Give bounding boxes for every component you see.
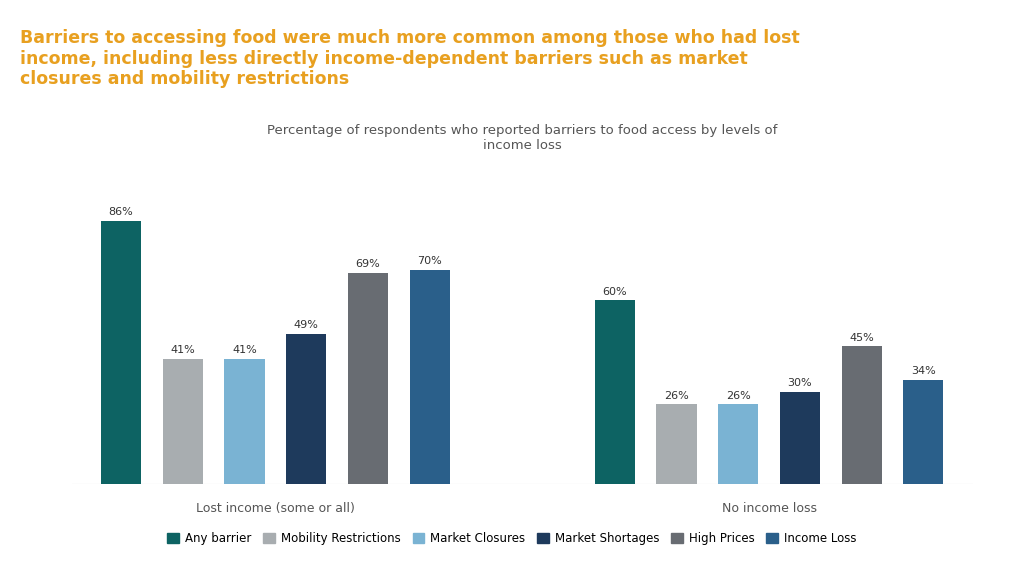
Bar xyxy=(348,273,388,484)
Bar xyxy=(718,404,759,484)
Bar xyxy=(101,221,141,484)
Bar xyxy=(595,301,635,484)
Text: 30%: 30% xyxy=(787,378,812,388)
Bar xyxy=(780,392,820,484)
Text: 60%: 60% xyxy=(602,287,627,297)
Text: 49%: 49% xyxy=(294,320,318,331)
Text: 70%: 70% xyxy=(418,256,442,266)
Text: 41%: 41% xyxy=(232,345,257,355)
Text: Barriers to accessing food were much more common among those who had lost
income: Barriers to accessing food were much mor… xyxy=(20,29,800,88)
Text: No income loss: No income loss xyxy=(722,502,816,515)
Text: 86%: 86% xyxy=(109,207,133,217)
Text: 41%: 41% xyxy=(170,345,196,355)
Text: ⓞ: ⓞ xyxy=(13,7,22,21)
Text: 26%: 26% xyxy=(665,391,689,401)
Bar xyxy=(224,358,264,484)
Text: Percentage of respondents who reported barriers to food access by levels of
inco: Percentage of respondents who reported b… xyxy=(267,124,777,152)
Text: 26%: 26% xyxy=(726,391,751,401)
Text: 34%: 34% xyxy=(911,366,936,376)
Text: 69%: 69% xyxy=(355,259,380,270)
Legend: Any barrier, Mobility Restrictions, Market Closures, Market Shortages, High Pric: Any barrier, Mobility Restrictions, Mark… xyxy=(167,532,857,545)
Text: 45%: 45% xyxy=(849,332,874,343)
Bar xyxy=(903,380,943,484)
Bar xyxy=(842,346,882,484)
Bar xyxy=(163,358,203,484)
Text: Lost income (some or all): Lost income (some or all) xyxy=(196,502,354,515)
Text: PERC: PERC xyxy=(33,7,74,21)
Bar xyxy=(286,334,327,484)
Bar xyxy=(410,270,450,484)
Bar xyxy=(656,404,696,484)
